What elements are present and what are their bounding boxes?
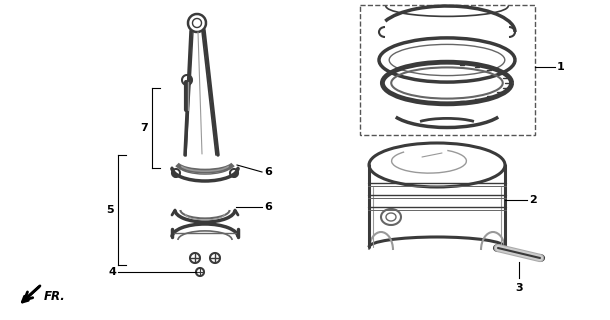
- Text: 3: 3: [515, 283, 523, 293]
- Text: 7: 7: [140, 123, 148, 133]
- Text: 4: 4: [108, 267, 116, 277]
- Text: 1: 1: [557, 62, 565, 72]
- Text: 5: 5: [106, 205, 114, 215]
- Text: 6: 6: [264, 202, 272, 212]
- Text: 2: 2: [529, 195, 537, 205]
- Text: FR.: FR.: [44, 290, 66, 303]
- Text: 6: 6: [264, 167, 272, 177]
- Bar: [360, 5, 535, 135]
